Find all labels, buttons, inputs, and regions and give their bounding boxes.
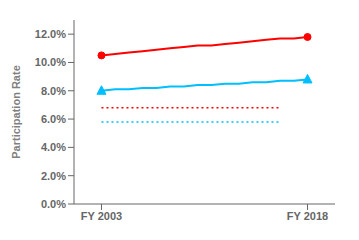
svg-text:10.0%: 10.0% <box>35 56 66 68</box>
svg-text:0.0%: 0.0% <box>41 198 66 210</box>
svg-text:FY 2003: FY 2003 <box>81 210 122 222</box>
svg-text:12.0%: 12.0% <box>35 28 66 40</box>
svg-text:FY 2018: FY 2018 <box>287 210 328 222</box>
svg-text:8.0%: 8.0% <box>41 85 66 97</box>
svg-text:2.0%: 2.0% <box>41 170 66 182</box>
svg-text:4.0%: 4.0% <box>41 141 66 153</box>
svg-text:Participation Rate: Participation Rate <box>10 65 22 159</box>
svg-text:6.0%: 6.0% <box>41 113 66 125</box>
